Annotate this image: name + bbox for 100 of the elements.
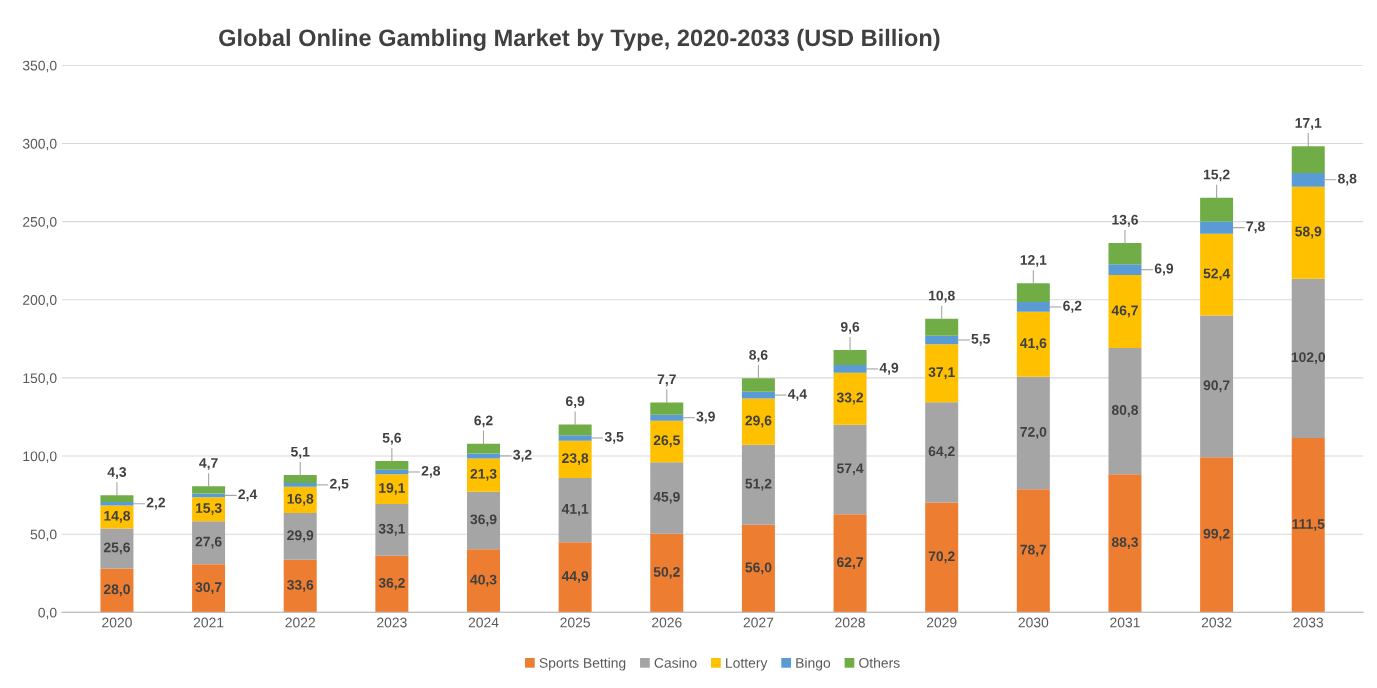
bar <box>375 504 409 556</box>
bar <box>833 350 867 366</box>
data-label: 64,2 <box>928 446 955 459</box>
x-tick-label: 2026 <box>652 617 682 628</box>
bar <box>467 453 500 459</box>
bar <box>1291 278 1325 439</box>
bar <box>375 474 409 505</box>
bar <box>467 458 500 492</box>
data-label: 10,8 <box>929 290 955 303</box>
data-label: 40,3 <box>470 574 497 587</box>
data-label: 5,6 <box>382 432 402 445</box>
bar <box>741 391 775 399</box>
y-tick-label: 200,0 <box>23 295 57 307</box>
data-label: 111,5 <box>1292 519 1325 531</box>
data-label: 41,6 <box>1020 338 1047 351</box>
bar <box>283 513 317 560</box>
data-label: 88,3 <box>1111 537 1138 550</box>
data-label: 19,1 <box>379 482 405 495</box>
data-label: 78,7 <box>1020 544 1047 557</box>
bar <box>283 482 317 487</box>
data-label: 3,9 <box>696 411 715 424</box>
bar <box>650 402 684 415</box>
data-label: 33,1 <box>378 523 405 536</box>
data-label: 46,7 <box>1111 305 1138 318</box>
data-label: 8,6 <box>749 350 768 362</box>
bar <box>925 335 959 345</box>
bar <box>1016 489 1050 613</box>
x-tick-label: 2020 <box>102 617 132 628</box>
data-label: 80,8 <box>1111 405 1139 417</box>
data-label: 99,2 <box>1203 528 1230 541</box>
bar <box>833 514 867 613</box>
x-tick-label: 2028 <box>835 617 865 628</box>
data-label: 15,3 <box>195 503 222 515</box>
bar <box>467 491 500 550</box>
bar <box>650 420 684 463</box>
x-tick-label: 2030 <box>1018 617 1049 628</box>
bar <box>558 477 592 543</box>
data-label: 72,0 <box>1020 426 1047 439</box>
data-label: 3,2 <box>513 449 532 462</box>
data-label: 2,8 <box>421 465 441 478</box>
bar <box>467 549 500 613</box>
data-label: 4,4 <box>787 389 807 401</box>
data-label: 2,5 <box>330 478 349 491</box>
data-label: 12,1 <box>1020 255 1047 267</box>
data-label: 52,4 <box>1203 268 1231 281</box>
bar <box>925 402 959 503</box>
bar <box>100 528 134 569</box>
data-label: 9,6 <box>840 321 860 334</box>
data-label: 37,1 <box>928 367 955 380</box>
bar <box>1200 233 1234 316</box>
y-tick-label: 150,0 <box>23 373 57 385</box>
bar <box>375 555 409 613</box>
bar <box>1200 315 1234 458</box>
data-label: 90,7 <box>1203 380 1230 393</box>
bar <box>1108 275 1142 349</box>
bar <box>833 372 867 425</box>
data-label: 4,7 <box>199 458 218 470</box>
data-label: 36,2 <box>378 577 405 590</box>
bar <box>741 524 775 613</box>
bar <box>1200 221 1234 234</box>
data-label: 17,1 <box>1295 118 1322 130</box>
data-label: 8,8 <box>1338 173 1357 186</box>
y-tick-label: 0,0 <box>38 607 57 620</box>
bar <box>1108 243 1142 265</box>
data-label: 6,2 <box>1063 300 1082 313</box>
bar <box>741 398 775 445</box>
data-label: 5,5 <box>971 334 990 346</box>
x-tick-label: 2033 <box>1293 617 1324 628</box>
x-tick-label: 2029 <box>926 617 957 628</box>
data-label: 6,2 <box>474 415 493 428</box>
bar <box>1016 376 1050 490</box>
x-tick-label: 2032 <box>1201 617 1232 628</box>
bar <box>1016 283 1050 303</box>
bar <box>1291 186 1325 279</box>
data-label: 4,3 <box>107 467 127 479</box>
x-tick-label: 2021 <box>193 617 224 628</box>
y-tick-label: 300,0 <box>22 138 57 151</box>
data-label: 7,7 <box>657 374 676 387</box>
bar <box>375 461 409 470</box>
data-label: 15,2 <box>1203 169 1230 182</box>
bar <box>1200 197 1234 222</box>
bar <box>1200 457 1234 613</box>
bar <box>650 462 684 534</box>
data-label: 13,6 <box>1112 214 1138 227</box>
y-tick-label: 100,0 <box>23 451 57 463</box>
data-label: 14,8 <box>104 510 131 523</box>
bar <box>100 568 134 613</box>
legend-label: Lottery <box>726 658 768 671</box>
data-label: 27,6 <box>195 536 222 549</box>
legend-label: Bingo <box>796 657 831 671</box>
bar <box>100 495 134 502</box>
data-label: 26,5 <box>653 435 680 448</box>
bar <box>283 474 317 483</box>
legend-label: Sports Betting <box>539 657 626 671</box>
data-label: 4,9 <box>879 362 899 375</box>
data-label: 50,2 <box>653 566 680 579</box>
bar <box>925 344 959 403</box>
x-tick-label: 2027 <box>743 617 774 628</box>
bar <box>1291 146 1325 173</box>
bar <box>1108 264 1142 276</box>
